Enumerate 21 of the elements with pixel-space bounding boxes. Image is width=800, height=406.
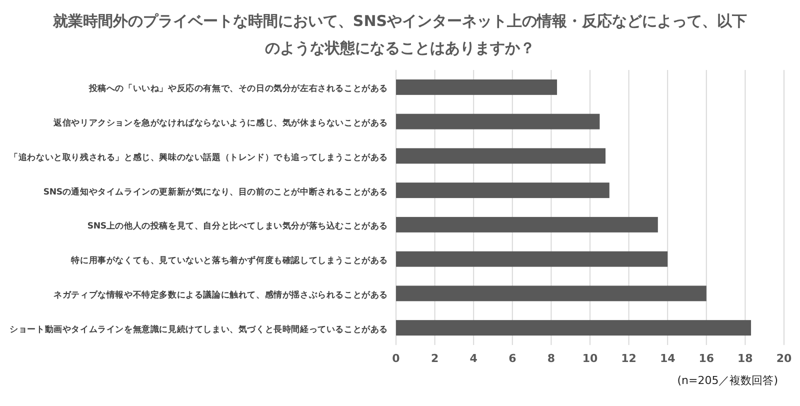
y-tick-label: ネガティブな情報や不特定多数による議論に触れて、感情が揺さぶられることがある [54,289,388,300]
y-tick-label: SNS上の他人の投稿を見て、自分と比べてしまい気分が落ち込むことがある [87,220,388,232]
x-tick-label: 14 [660,352,676,365]
y-tick-label: 投稿への「いいね」や反応の有無で、その日の気分が左右されることがある [88,83,388,94]
x-tick-label: 8 [547,352,556,365]
x-tick-label: 20 [776,352,792,365]
y-tick-label: 返信やリアクションを急がなければならないように感じ、気が休まらないことがある [52,118,388,129]
x-tick-label: 16 [698,352,714,365]
text: (n=205／複数回答) [677,373,778,388]
y-tick-label: 「追わないと取り残される」と感じ、興味のない話題（トレンド）でも追ってしまうことがある [10,152,388,163]
x-tick-label: 4 [470,352,478,365]
y-tick-label: ショート動画やタイムラインを無意識に見続けてしまい、気づくと長時間経っていることがある [10,324,388,335]
x-tick-label: 0 [392,352,400,365]
y-tick-label: 特に用事がなくても、見ていないと落ち着かず何度も確認してしまうことがある [70,255,388,266]
x-tick-label: 12 [621,352,636,365]
x-tick-label: 6 [508,352,517,365]
x-tick-label: 18 [738,352,753,365]
y-tick-label: SNSの通知やタイムラインの更新新が気になり、目の前のことが中断されることがある [43,186,388,198]
x-tick-label: 2 [430,352,439,365]
x-tick-label: 10 [582,352,598,365]
chart-title: 就業時間外のプライベートな時間において、SNSやインターネット上の情報・反応などによって、以下のような状態になることはありますか？ [52,11,748,59]
